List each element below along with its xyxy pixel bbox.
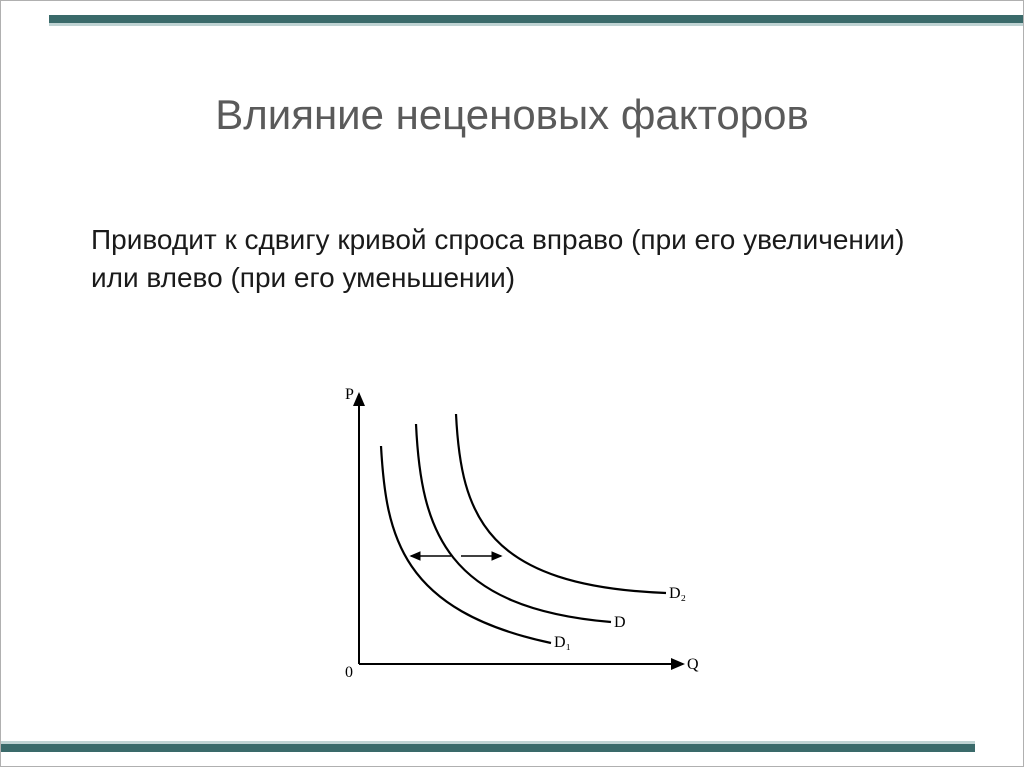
curve-label-d1: D₁ bbox=[554, 634, 571, 652]
slide-body: Приводит к сдвигу кривой спроса вправо (… bbox=[91, 221, 933, 297]
slide-title: Влияние неценовых факторов bbox=[1, 91, 1023, 139]
curve-d1 bbox=[381, 446, 551, 643]
curve-label-d2: D₂ bbox=[669, 585, 686, 603]
bottom-accent-light bbox=[1, 741, 975, 744]
curve-label-d: D bbox=[614, 614, 626, 632]
origin-label: 0 bbox=[345, 664, 353, 682]
y-axis-label: P bbox=[345, 386, 354, 404]
curve-d2 bbox=[456, 414, 666, 593]
curve-d bbox=[416, 424, 611, 622]
top-accent-band bbox=[49, 15, 1023, 23]
bottom-accent-band bbox=[1, 744, 975, 752]
slide-frame: Влияние неценовых факторов Приводит к сд… bbox=[0, 0, 1024, 767]
x-axis-label: Q bbox=[687, 656, 699, 674]
top-accent-light bbox=[49, 23, 1023, 26]
demand-shift-chart: P Q 0 D₁ D D₂ bbox=[311, 376, 711, 696]
chart-svg bbox=[311, 376, 711, 696]
